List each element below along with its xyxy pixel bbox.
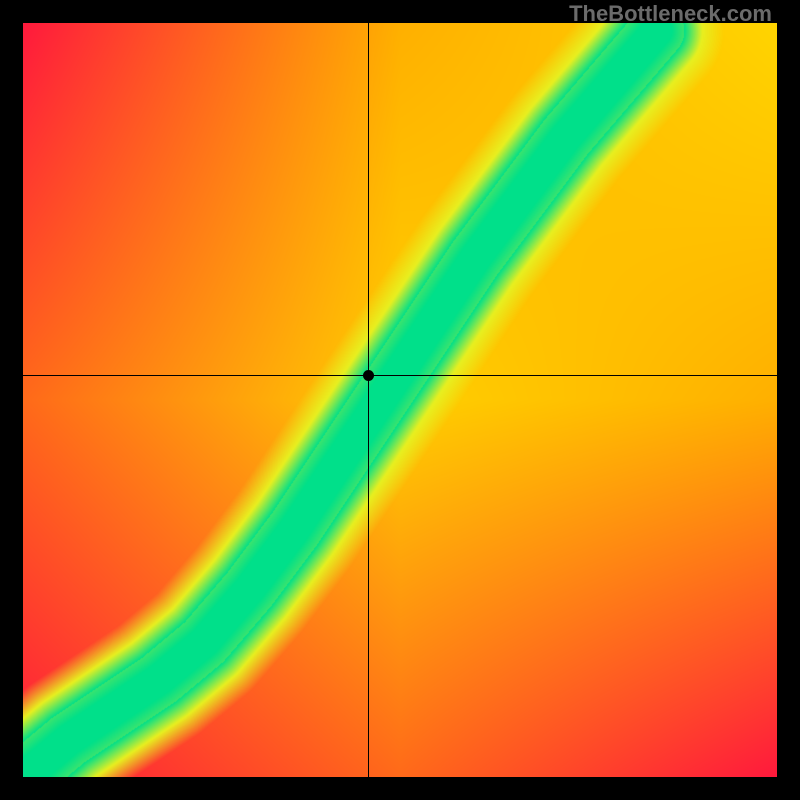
watermark-text: TheBottleneck.com (569, 1, 772, 27)
crosshair-vertical (368, 23, 369, 777)
crosshair-horizontal (23, 375, 777, 376)
bottleneck-heatmap (23, 23, 777, 777)
